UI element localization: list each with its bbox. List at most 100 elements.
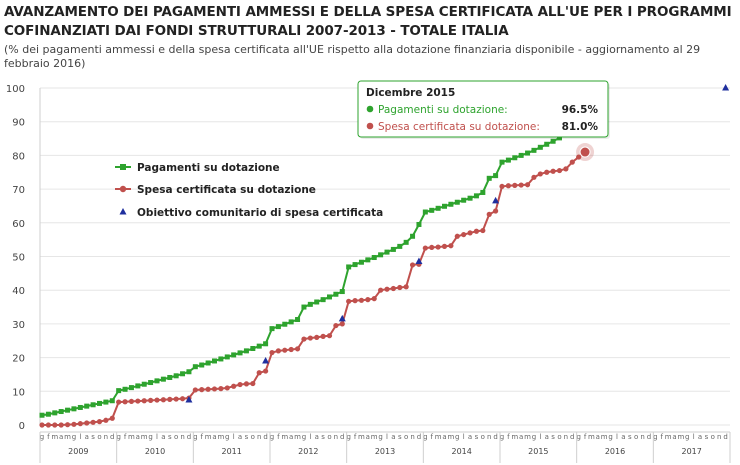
data-point	[320, 297, 326, 303]
month-tick-label: s	[245, 433, 249, 441]
data-point	[505, 157, 511, 163]
month-tick-label: a	[136, 433, 140, 441]
data-point	[307, 335, 313, 341]
data-point	[473, 228, 480, 234]
data-point	[39, 412, 45, 418]
month-tick-label: a	[442, 433, 446, 441]
data-point	[416, 221, 422, 227]
month-tick-label: d	[723, 433, 727, 441]
month-tick-label: m	[51, 433, 58, 441]
legend[interactable]: Pagamenti su dotazione Spesa certificata …	[115, 162, 383, 219]
data-point	[493, 173, 499, 179]
month-tick-label: m	[371, 433, 378, 441]
data-point	[116, 388, 122, 394]
month-tick-label: g	[346, 433, 350, 441]
data-point	[531, 174, 537, 180]
month-tick-label: g	[423, 433, 427, 441]
year-label: 2014	[451, 447, 471, 456]
data-point	[512, 182, 518, 188]
data-point	[352, 262, 358, 268]
month-tick-label: a	[212, 433, 216, 441]
legend-item[interactable]: Obiettivo comunitario di spesa certifica…	[119, 207, 384, 219]
series-triangle	[185, 84, 730, 403]
y-tick-label: 70	[12, 185, 25, 196]
month-tick-label: f	[430, 433, 433, 441]
data-point	[378, 252, 384, 258]
data-point	[480, 189, 486, 195]
data-point	[327, 294, 332, 300]
month-tick-label: n	[257, 433, 261, 441]
data-point	[442, 203, 447, 209]
month-tick-label: d	[340, 433, 344, 441]
month-tick-label: a	[391, 433, 395, 441]
data-point	[71, 421, 77, 427]
month-tick-label: g	[225, 433, 229, 441]
legend-item[interactable]: Pagamenti su dotazione	[115, 162, 280, 174]
month-tick-label: a	[85, 433, 89, 441]
data-point	[263, 341, 269, 347]
year-label: 2017	[681, 447, 701, 456]
month-tick-label: d	[263, 433, 267, 441]
month-tick-label: f	[124, 433, 127, 441]
data-point	[160, 376, 166, 382]
month-tick-label: m	[435, 433, 442, 441]
month-tick-label: a	[315, 433, 319, 441]
series-layer	[39, 84, 730, 428]
legend-item[interactable]: Spesa certificata su dotazione	[115, 184, 316, 196]
month-tick-label: a	[366, 433, 370, 441]
month-tick-label: a	[468, 433, 472, 441]
data-point	[141, 398, 147, 404]
month-tick-label: s	[398, 433, 402, 441]
data-point	[262, 356, 270, 364]
month-tick-label: f	[47, 433, 50, 441]
data-point	[84, 403, 90, 409]
data-point	[301, 336, 307, 342]
data-point	[109, 415, 115, 421]
data-point	[301, 304, 307, 310]
data-point	[154, 397, 160, 403]
data-point	[58, 409, 64, 415]
data-point	[339, 321, 345, 327]
year-label: 2015	[528, 447, 548, 456]
month-tick-label: m	[524, 433, 531, 441]
data-point	[135, 398, 141, 404]
month-tick-label: s	[168, 433, 172, 441]
data-point	[537, 144, 543, 150]
tooltip-value: 81.0%	[562, 121, 599, 133]
y-tick-label: 60	[12, 219, 25, 230]
month-tick-label: l	[233, 433, 235, 441]
month-tick-label: a	[238, 433, 242, 441]
data-point	[65, 407, 71, 413]
y-tick-label: 40	[12, 286, 25, 297]
data-point	[314, 334, 320, 340]
series-circle	[39, 143, 595, 428]
month-tick-label: g	[270, 433, 274, 441]
data-point	[243, 381, 250, 387]
data-point	[256, 343, 262, 349]
data-point	[384, 286, 390, 292]
data-point	[263, 368, 269, 374]
month-tick-label: n	[334, 433, 338, 441]
data-point	[512, 155, 518, 161]
month-tick-label: m	[588, 433, 595, 441]
data-point	[556, 167, 563, 174]
data-point	[148, 397, 154, 403]
month-tick-label: o	[97, 433, 101, 441]
data-point	[250, 380, 256, 387]
data-point	[576, 154, 582, 160]
month-tick-label: m	[677, 433, 684, 441]
data-point	[160, 397, 166, 403]
data-point	[122, 399, 128, 405]
data-point	[486, 211, 492, 217]
data-point	[167, 396, 173, 402]
month-tick-label: m	[205, 433, 212, 441]
data-point	[250, 346, 256, 352]
data-point	[371, 255, 377, 261]
data-point	[352, 298, 358, 304]
data-point	[326, 333, 333, 339]
data-point	[525, 150, 531, 156]
tooltip-value: 96.5%	[562, 104, 599, 116]
month-tick-label: g	[653, 433, 657, 441]
chart-title: AVANZAMENTO DEI PAGAMENTI AMMESSI E DELL…	[4, 4, 732, 39]
